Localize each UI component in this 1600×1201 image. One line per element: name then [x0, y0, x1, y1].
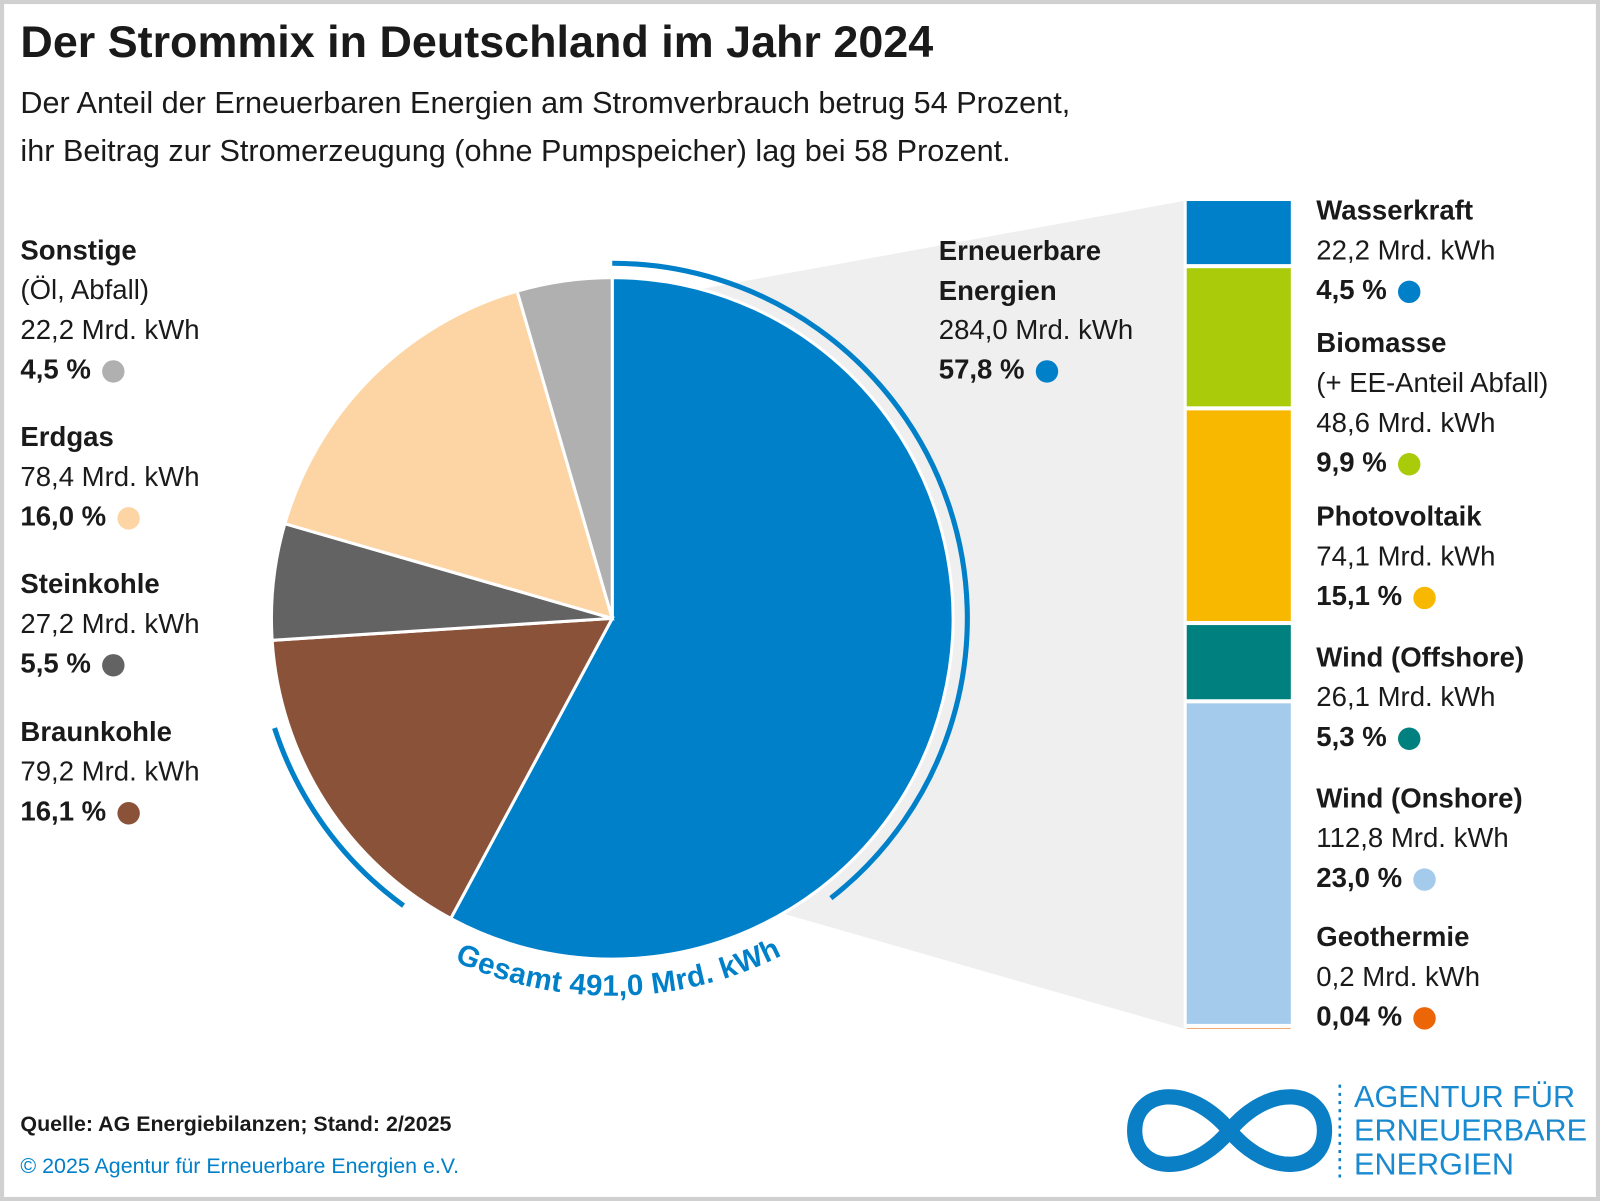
- value-label: 0,04 %: [1316, 1001, 1402, 1032]
- total-ring: [612, 260, 970, 901]
- legend-dot: [1397, 453, 1421, 476]
- energy-label: 79,2 Mrd. kWh: [20, 756, 199, 787]
- bar-segment: [1186, 1027, 1291, 1029]
- sublabel: (+ EE-Anteil Abfall): [1316, 367, 1548, 398]
- category-label: Wind (Onshore): [1316, 782, 1522, 813]
- source: Quelle: AG Energiebilanzen; Stand: 2/202…: [20, 1112, 451, 1136]
- sublabel: (Öl, Abfall): [20, 274, 149, 305]
- energy-label: 112,8 Mrd. kWh: [1316, 822, 1508, 853]
- pie-slice: [448, 276, 955, 961]
- category-label: Erneuerbare Energien: [938, 235, 1102, 307]
- pie-slice: [282, 289, 615, 621]
- legend-dot: [1413, 868, 1436, 891]
- category-label: Erdgas: [20, 421, 113, 452]
- energy-label: 22,2 Mrd. kWh: [20, 314, 199, 345]
- category-label: Geothermie: [1316, 921, 1469, 952]
- energy-label: 284,0 Mrd. kWh: [939, 314, 1133, 345]
- bar-segment: [1186, 625, 1291, 700]
- logo-text: ERNEUERBARE: [1354, 1114, 1587, 1148]
- pie-slice: [270, 616, 615, 921]
- value-label: 16,1 %: [20, 796, 106, 827]
- energy-label: 78,4 Mrd. kWh: [20, 461, 199, 492]
- legend-dot: [102, 654, 125, 677]
- legend-dot: [1397, 727, 1421, 750]
- value-label: 15,1 %: [1316, 580, 1402, 611]
- legend-dot: [1035, 360, 1059, 383]
- energy-label: 0,2 Mrd. kWh: [1316, 961, 1480, 992]
- copyright: © 2025 Agentur für Erneuerbare Energien …: [20, 1154, 459, 1178]
- value-label: 4,5 %: [1316, 274, 1386, 305]
- value-label: 16,0 %: [20, 501, 106, 532]
- bar-segment: [1186, 410, 1291, 621]
- value-label: 5,5 %: [20, 648, 90, 679]
- value-label: 5,3 %: [1316, 721, 1386, 752]
- value-label: 23,0 %: [1316, 862, 1402, 893]
- logo: AGENTUR FÜR ERNEUERBARE ENERGIEN: [1127, 1080, 1587, 1181]
- bar-segment: [1186, 703, 1291, 1024]
- legend-dot: [1413, 1007, 1436, 1030]
- legend-dot: [1397, 280, 1421, 304]
- energy-label: 74,1 Mrd. kWh: [1316, 540, 1495, 571]
- energy-label: 48,6 Mrd. kWh: [1316, 407, 1495, 438]
- category-label: Sonstige: [20, 234, 136, 265]
- logo-mark: [1127, 1089, 1333, 1172]
- category-label: Steinkohle: [20, 568, 159, 599]
- energy-label: 27,2 Mrd. kWh: [20, 608, 199, 639]
- legend-dot: [1413, 586, 1436, 610]
- legend-dot: [117, 507, 140, 530]
- subtitle: Der Anteil der Erneuerbaren Energien am …: [20, 86, 1070, 120]
- pie-slice: [515, 276, 614, 619]
- value-label: 57,8 %: [939, 354, 1025, 385]
- subtitle: ihr Beitrag zur Stromerzeugung (ohne Pum…: [20, 134, 1010, 168]
- logo-text: ENERGIEN: [1354, 1147, 1514, 1181]
- category-label: Braunkohle: [20, 716, 172, 747]
- energy-label: 22,2 Mrd. kWh: [1316, 234, 1495, 265]
- energy-label: 26,1 Mrd. kWh: [1316, 681, 1495, 712]
- legend-dot: [117, 802, 140, 825]
- chart-title: Der Strommix in Deutschland im Jahr 2024: [20, 16, 933, 67]
- category-label-box: Erneuerbare Energien: [938, 235, 1102, 307]
- value-label: 9,9 %: [1316, 447, 1386, 478]
- category-label: Wind (Offshore): [1316, 641, 1524, 672]
- bar-segment: [1186, 268, 1291, 407]
- bar-segment: [1186, 201, 1291, 265]
- category-label: Biomasse: [1316, 327, 1446, 358]
- value-label: 4,5 %: [20, 354, 90, 385]
- logo-text: AGENTUR FÜR: [1354, 1080, 1575, 1114]
- category-label: Wasserkraft: [1316, 195, 1473, 226]
- total-ring: [272, 727, 406, 908]
- legend-dot: [102, 360, 125, 383]
- category-label: Photovoltaik: [1316, 501, 1482, 532]
